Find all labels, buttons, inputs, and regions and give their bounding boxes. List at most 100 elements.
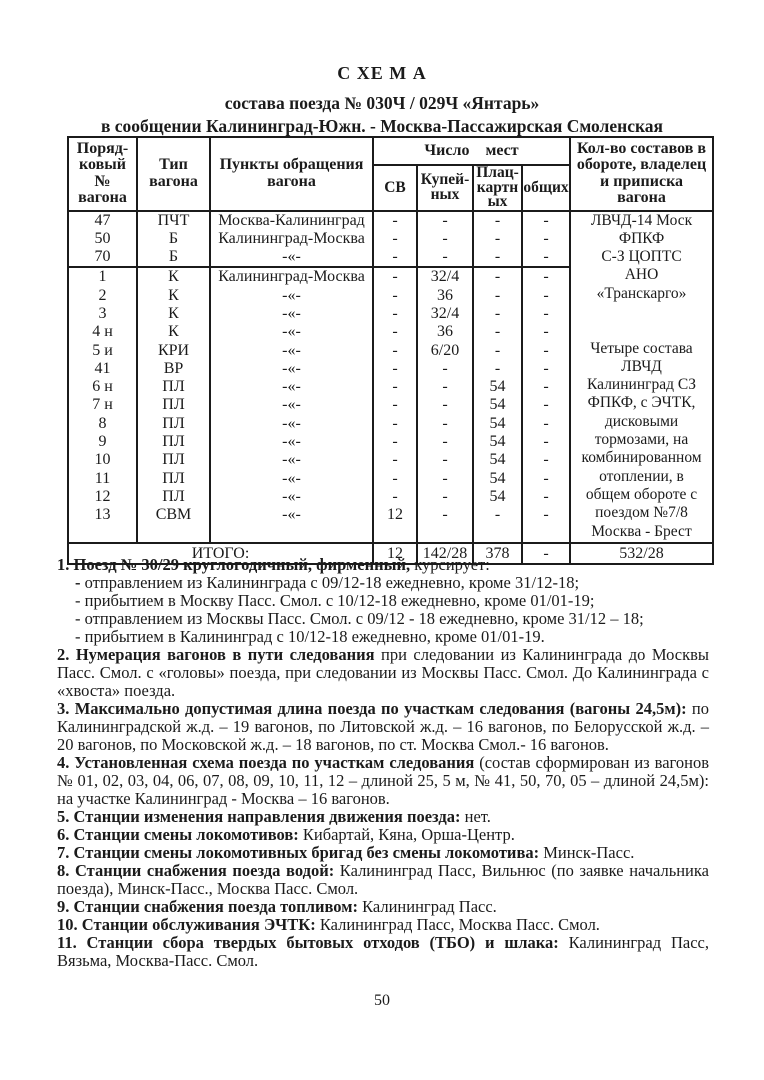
table-cell: 2 (67, 286, 138, 305)
table-cell: К (136, 267, 211, 287)
table-cell: 36 (416, 286, 474, 305)
table-cell: - (472, 341, 523, 360)
table-cell: 32/4 (416, 304, 474, 324)
header-platskart: Плац- картн ых (472, 164, 523, 212)
table-cell: - (472, 359, 523, 379)
table-cell: - (372, 359, 418, 379)
table-cell: Москва-Калининград (209, 210, 374, 230)
table-cell: ВР (136, 359, 211, 379)
note-text-bold: 3. Максимально допустимая длина поезда п… (57, 699, 687, 718)
note-text: Минск-Пасс. (539, 843, 635, 862)
note-text: Калининград Пасс. (357, 897, 497, 916)
table-row: 70 Б -«- - - - - (67, 248, 713, 269)
table-cell: -«- (209, 396, 374, 415)
table-cell: 11 (67, 469, 138, 488)
table-cell: -«- (209, 433, 374, 452)
table-cell (520, 524, 572, 543)
table-cell: - (520, 286, 572, 305)
header-kupe: Купей- ных (416, 164, 474, 212)
note-text: курсирует: (414, 555, 490, 574)
note-text: - отправлением из Москвы Пасс. Смол. с 0… (75, 609, 644, 628)
table-cell: 12 (372, 506, 418, 525)
table-row: 11 ПЛ -«- - -54- (67, 469, 713, 488)
note-text: Калининград Пасс, Вязьма, Москва-Пасс. С… (57, 933, 709, 970)
table-row: 41 ВР -«- - - - - (67, 359, 713, 379)
table-cell: СВМ (136, 506, 211, 525)
table-cell: - (416, 248, 474, 269)
document-subtitle-route: в сообщении Калининград-Южн. - Москва-Па… (100, 116, 664, 136)
header-obshchy: общих (520, 164, 572, 212)
table-cell: КРИ (136, 341, 211, 360)
document-title: С ХЕ М А (337, 63, 427, 83)
table-cell: 54 (472, 414, 523, 434)
header-car-type: Тип вагона (136, 136, 211, 212)
table-cell: - (372, 451, 418, 470)
table-cell: - (372, 414, 418, 434)
note-text-bold: 1. Поезд № 30/29 круглогодичный, фирменн… (57, 555, 415, 574)
table-cell: - (472, 323, 523, 342)
total-row: ИТОГО: 12 142/28 378 - 532/28 (67, 541, 715, 565)
table-cell: 54 (472, 433, 523, 452)
table-cell: ПЛ (136, 469, 211, 488)
note-text-bold: 8. Станции снабжения поезда водой: (57, 861, 335, 880)
table-cell: - (472, 286, 523, 305)
note-paragraph: - отправлением из Калининграда с 09/12-1… (57, 574, 709, 592)
table-header-row-2: СВ Купей- ных Плац- картн ых общих (68, 164, 713, 212)
note-text-bold: 5. Станции изменения направления движени… (57, 807, 461, 826)
table-cell: -«- (209, 506, 374, 525)
table-cell: - (472, 210, 523, 230)
table-row: 10 ПЛ -«- - -54- (67, 451, 713, 470)
table-cell (416, 524, 474, 543)
table-row: 12 ПЛ -«- - -54- (67, 487, 713, 507)
table-row: 5 и КРИ -«- -6/20- - (67, 341, 713, 360)
note-text: отправлением из Калининграда с 09/12-18 … (84, 573, 580, 592)
table-cell: - (372, 304, 418, 324)
note-paragraph: 3. Максимально допустимая длина поезда п… (57, 700, 709, 754)
table-row: 8 ПЛ -«- - -54- (67, 414, 713, 434)
note-paragraph: 6. Станции смены локомотивов: Кибартай, … (57, 826, 709, 844)
table-row: 13 СВМ -«- 12- - - (67, 506, 713, 525)
table-cell (372, 524, 418, 543)
table-cell: - (520, 414, 572, 434)
table-cell: - (372, 286, 418, 305)
table-cell: - (372, 267, 418, 287)
total-sv: 12 (372, 541, 418, 565)
table-cell: - (372, 229, 418, 249)
note-text-bold: 4. Установленная схема поезда по участка… (57, 753, 480, 772)
note-text: - прибытием в Калининград с 10/12-18 еже… (75, 627, 545, 646)
note-text: (состав сформирован из вагонов № 01, 02,… (57, 753, 709, 808)
table-header-row-1: Поряд- ковый № вагона Тип вагона Пункты … (67, 136, 715, 212)
table-cell: 3 (67, 304, 138, 324)
table-cell: - (416, 229, 474, 249)
note-text: по Калининградской ж.д. – 19 вагонов, по… (57, 699, 709, 754)
table-row (67, 524, 713, 543)
table-row: 50 Б Калининград-Москва - - - - (67, 229, 713, 249)
table-cell: ПЛ (136, 451, 211, 470)
document-title-block: С ХЕ М А состава поезда № 030Ч / 029Ч «Я… (0, 63, 764, 139)
table-cell: - (416, 414, 474, 434)
note-text: Кибартай, Кяна, Орша-Центр. (298, 825, 515, 844)
table-cell: - (520, 323, 572, 342)
table-cell: К (136, 323, 211, 342)
table-cell: - (416, 451, 474, 470)
table-cell: 54 (472, 451, 523, 470)
table-row: 7 н ПЛ -«- - -54- (67, 396, 713, 415)
table-cell: 4 н (67, 323, 138, 342)
table-cell: - (520, 267, 572, 287)
table-cell: - (520, 378, 572, 397)
table-cell: -«- (209, 341, 374, 360)
table-cell: -«- (209, 451, 374, 470)
header-sv: СВ (372, 164, 418, 212)
table-cell: - (372, 210, 418, 230)
note-paragraph: 11. Станции сбора твердых бытовых отходо… (57, 934, 709, 970)
total-fleet: 532/28 (569, 541, 715, 565)
note-paragraph: 1. Поезд № 30/29 круглогодичный, фирменн… (57, 556, 709, 574)
table-cell: 32/4 (416, 267, 474, 287)
header-fleet-owner: Кол-во составов в обороте, владелец и пр… (569, 136, 715, 212)
note-text: Калининград Пасс, Вильнюс (по заявке нач… (57, 861, 709, 898)
note-paragraph: - прибытием в Москву Пасс. Смол. с 10/12… (57, 592, 709, 610)
total-platskart: 378 (472, 541, 523, 565)
table-cell: 10 (67, 451, 138, 470)
table-cell: -«- (209, 487, 374, 507)
